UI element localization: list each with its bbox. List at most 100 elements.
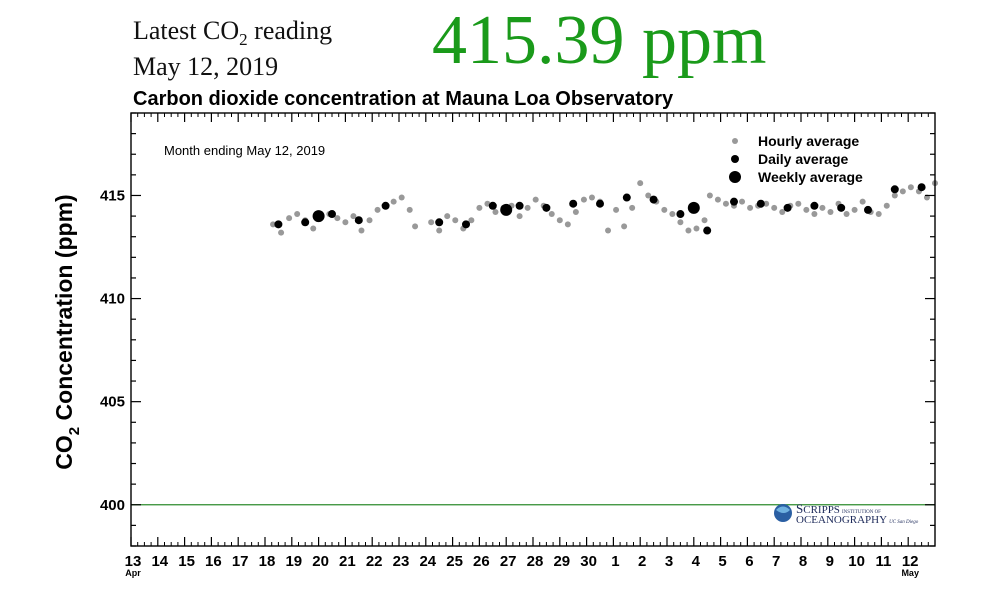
daily-point xyxy=(301,218,310,227)
x-tick-label: 13 xyxy=(125,553,142,570)
svg-text:CO2 Concentration (ppm): CO2 Concentration (ppm) xyxy=(51,194,83,469)
x-tick-label: 19 xyxy=(285,553,302,570)
hourly-point xyxy=(390,198,397,205)
scripps-logo: SCRIPPS INSTITUTION OF OCEANOGRAPHY UC San… xyxy=(774,501,919,526)
x-tick-label: 7 xyxy=(772,553,780,570)
weekly-point xyxy=(312,210,325,223)
hourly-point xyxy=(310,225,317,232)
hourly-point xyxy=(350,213,357,220)
hourly-point xyxy=(899,188,906,195)
hourly-point xyxy=(524,204,531,211)
x-tick-label: 30 xyxy=(580,553,597,570)
hourly-point xyxy=(685,227,692,234)
hourly-point xyxy=(334,215,341,222)
latest-subscript: 2 xyxy=(239,30,248,50)
x-tick-label: 1 xyxy=(611,553,619,570)
legend-marker xyxy=(729,171,741,183)
hourly-point xyxy=(436,227,443,234)
daily-point xyxy=(569,199,578,208)
x-tick-label: 12 xyxy=(902,553,919,570)
hourly-point xyxy=(342,219,349,226)
hourly-point xyxy=(693,225,700,232)
hourly-point xyxy=(452,217,459,224)
y-tick-label: 410 xyxy=(100,291,125,308)
x-tick-label: 8 xyxy=(799,553,807,570)
x-tick-label: 21 xyxy=(339,553,356,570)
hourly-point xyxy=(779,208,786,215)
x-tick-label: 16 xyxy=(205,553,222,570)
daily-point xyxy=(890,185,899,194)
daily-point xyxy=(783,203,792,212)
hourly-point xyxy=(476,204,483,211)
latest-reading-value: 415.39 ppm xyxy=(432,2,767,79)
latest-prefix: Latest CO xyxy=(133,16,240,45)
x-tick-label: 29 xyxy=(553,553,570,570)
legend-label: Hourly average xyxy=(758,133,859,149)
hourly-point xyxy=(294,211,301,218)
hourly-point xyxy=(843,211,850,218)
y-axis-label: CO2 Concentration (ppm) xyxy=(51,194,83,469)
daily-point xyxy=(354,216,363,225)
x-tick-label: 18 xyxy=(259,553,276,570)
latest-suffix: reading xyxy=(247,16,333,45)
daily-point xyxy=(649,195,658,204)
hourly-point xyxy=(468,217,475,224)
hourly-point xyxy=(645,192,652,199)
legend-marker xyxy=(731,155,739,163)
logo-institution: INSTITUTION OF xyxy=(842,510,881,515)
hourly-point xyxy=(532,196,539,203)
logo-cripps: CRIPPS xyxy=(803,504,840,516)
x-tick-label: 26 xyxy=(473,553,490,570)
y-tick-label: 415 xyxy=(100,187,125,204)
hourly-point xyxy=(722,200,729,207)
hourly-point xyxy=(366,217,373,224)
hourly-point xyxy=(803,206,810,213)
hourly-point xyxy=(588,194,595,201)
hourly-point xyxy=(621,223,628,230)
x-tick-label: 27 xyxy=(500,553,517,570)
hourly-point xyxy=(278,229,285,236)
x-tick-label: 23 xyxy=(393,553,410,570)
x-tick-label: 15 xyxy=(178,553,195,570)
ylabel-prefix: CO xyxy=(51,435,77,470)
chart-title: Carbon dioxide concentration at Mauna Lo… xyxy=(133,88,674,110)
hourly-point xyxy=(875,211,882,218)
hourly-point xyxy=(714,196,721,203)
chart-annotation: Month ending May 12, 2019 xyxy=(164,143,325,158)
daily-point xyxy=(622,193,631,202)
x-tick-label: 2 xyxy=(638,553,646,570)
x-tick-label: 5 xyxy=(718,553,726,570)
hourly-point xyxy=(286,215,293,222)
hourly-point xyxy=(629,204,636,211)
daily-point xyxy=(462,220,470,229)
x-tick-label: 4 xyxy=(692,553,701,570)
hourly-point xyxy=(564,221,571,228)
x-tick-label: 9 xyxy=(826,553,834,570)
hourly-point xyxy=(556,217,563,224)
legend-marker xyxy=(732,138,738,144)
hourly-point xyxy=(819,204,826,211)
hourly-point xyxy=(763,200,770,207)
weekly-point xyxy=(687,201,700,214)
ylabel-subscript: 2 xyxy=(66,427,83,435)
hourly-point xyxy=(398,194,405,201)
x-tick-label: 22 xyxy=(366,553,383,570)
daily-point xyxy=(381,201,390,210)
hourly-point xyxy=(739,198,746,205)
hourly-point xyxy=(669,211,676,218)
daily-point xyxy=(756,199,765,208)
daily-point xyxy=(435,218,444,227)
legend-label: Weekly average xyxy=(758,169,863,185)
x-tick-label: 14 xyxy=(151,553,168,570)
hourly-point xyxy=(907,184,914,191)
daily-point xyxy=(328,210,336,219)
hourly-point xyxy=(374,206,381,213)
x-month-label: Apr xyxy=(125,568,141,578)
reading-date: May 12, 2019 xyxy=(133,52,279,81)
daily-point xyxy=(837,203,846,212)
hourly-point xyxy=(701,217,708,224)
hourly-point xyxy=(677,219,684,226)
hourly-point xyxy=(428,219,435,226)
